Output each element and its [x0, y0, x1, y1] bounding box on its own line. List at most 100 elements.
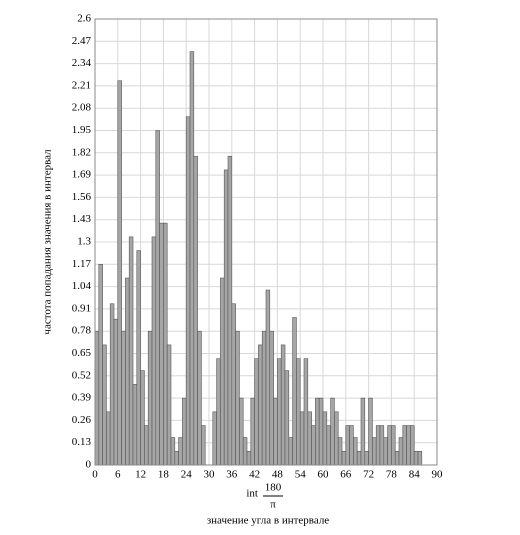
x-tick-label: 54	[295, 469, 307, 481]
y-tick-label: 0.78	[72, 325, 92, 337]
x-caption: значение угла в интервале	[207, 515, 329, 527]
bar	[125, 277, 130, 466]
bar	[178, 437, 183, 466]
bar	[299, 411, 305, 466]
bar	[144, 425, 149, 466]
y-tick-label: 0.13	[72, 436, 92, 448]
x-tick-label: 30	[204, 469, 216, 481]
bar	[337, 437, 343, 466]
y-tick-label: 1.56	[72, 191, 92, 203]
x-tick-label: 90	[432, 469, 444, 481]
x-tick-label: 60	[318, 469, 330, 481]
bar	[189, 51, 195, 466]
bar	[303, 358, 309, 466]
y-tick-label: 2.47	[72, 35, 92, 47]
x-label-numerator: 180	[265, 482, 282, 494]
x-tick-label: 42	[249, 469, 260, 481]
bar	[379, 425, 385, 466]
y-tick-label: 1.43	[72, 213, 92, 225]
y-tick-label: 2.34	[72, 57, 92, 69]
bar	[140, 370, 145, 466]
bar	[273, 397, 278, 466]
bar	[394, 450, 400, 466]
bar	[341, 450, 347, 466]
bar	[201, 425, 206, 466]
y-tick-label: 1.82	[72, 146, 91, 158]
bar	[94, 330, 100, 466]
bar	[106, 411, 111, 466]
y-axis-label: частота попадания значения в интервал	[42, 149, 54, 335]
bar	[413, 450, 419, 466]
x-tick-label: 18	[158, 469, 170, 481]
bar	[288, 437, 293, 466]
bar	[368, 397, 373, 466]
bar	[311, 425, 316, 466]
bar	[349, 425, 354, 466]
bar	[227, 155, 233, 466]
x-tick-label: 84	[409, 469, 421, 481]
bar	[170, 437, 176, 466]
y-tick-label: 0.65	[72, 347, 92, 359]
x-tick-label: 0	[92, 469, 98, 481]
bar	[155, 130, 160, 466]
y-tick-label: 1.04	[72, 280, 92, 292]
bar	[246, 450, 252, 466]
bar	[258, 344, 263, 466]
bar	[334, 411, 339, 466]
bar	[250, 397, 255, 466]
x-tick-label: 12	[135, 469, 146, 481]
bar	[402, 425, 407, 466]
y-tick-label: 1.69	[72, 169, 92, 181]
bar	[387, 425, 392, 466]
x-tick-label: 24	[181, 469, 193, 481]
bar	[277, 358, 282, 466]
bar	[147, 330, 153, 466]
bar	[239, 397, 244, 466]
bar	[292, 317, 297, 466]
bar	[121, 330, 126, 466]
y-tick-label: 0	[86, 459, 92, 471]
y-tick-label: 0.26	[72, 414, 92, 426]
bar	[318, 397, 324, 466]
bar	[151, 236, 157, 466]
bar	[330, 397, 335, 466]
bar	[307, 411, 312, 466]
bar	[242, 437, 248, 466]
bar	[216, 358, 221, 466]
bar	[174, 450, 179, 466]
bar	[163, 222, 168, 466]
plot-frame	[94, 18, 438, 466]
bar	[235, 330, 240, 466]
bar	[102, 344, 107, 466]
y-tick-label: 0.39	[72, 392, 92, 404]
bar	[353, 437, 358, 466]
bar	[109, 303, 115, 466]
bar	[406, 425, 411, 466]
bar	[193, 155, 198, 466]
bar	[269, 330, 274, 466]
bar	[364, 450, 369, 466]
x-tick-label: 36	[226, 469, 238, 481]
y-tick-label: 2.6	[77, 13, 91, 25]
bar	[345, 425, 350, 466]
x-tick-label: 48	[272, 469, 284, 481]
y-tick-label: 1.3	[77, 236, 91, 248]
bar	[356, 450, 362, 466]
x-tick-label: 66	[340, 469, 352, 481]
y-tick-label: 2.08	[72, 102, 92, 114]
x-tick-label: 78	[386, 469, 398, 481]
y-tick-label: 1.95	[72, 124, 92, 136]
bar	[132, 384, 138, 466]
bar	[296, 358, 301, 466]
bar	[375, 425, 381, 466]
x-label-denominator: π	[270, 499, 276, 511]
bar	[372, 437, 377, 466]
bar	[185, 116, 191, 466]
bar	[223, 169, 229, 466]
bar	[98, 263, 103, 466]
bar	[398, 437, 404, 466]
x-tick-label: 6	[115, 469, 121, 481]
bar	[360, 397, 366, 466]
bar	[231, 303, 236, 466]
